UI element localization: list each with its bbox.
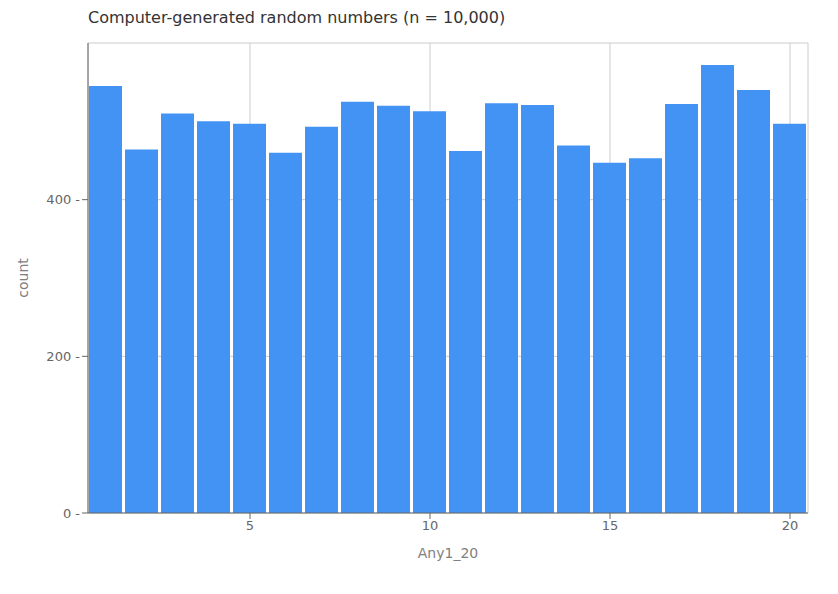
- svg-text:0 -: 0 -: [63, 506, 80, 521]
- svg-text:count: count: [15, 258, 31, 298]
- svg-text:20: 20: [782, 518, 799, 533]
- svg-text:Any1_20: Any1_20: [418, 545, 478, 561]
- svg-text:15: 15: [602, 518, 619, 533]
- svg-text:200 -: 200 -: [46, 349, 80, 364]
- svg-text:10: 10: [422, 518, 439, 533]
- html-text:Computer-generated random numb: Computer-generated random numbers (n = 1…: [88, 8, 506, 27]
- svg-text:5: 5: [246, 518, 254, 533]
- svg-text:400 -: 400 -: [46, 192, 80, 207]
